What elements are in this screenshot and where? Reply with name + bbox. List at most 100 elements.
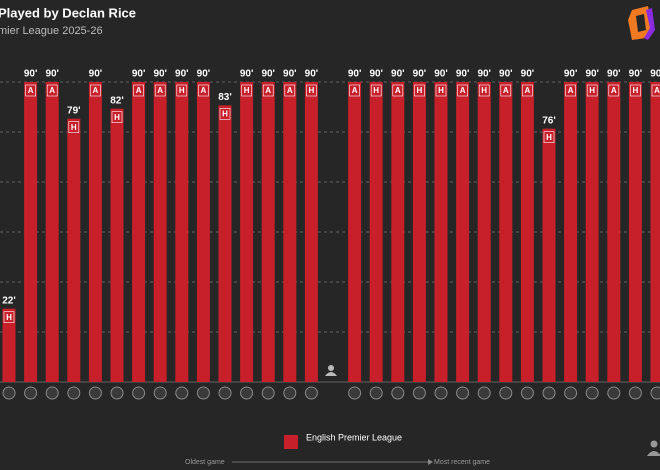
value-label: 90'	[45, 69, 59, 80]
chart-subtitle: mier League 2025-26	[0, 25, 103, 37]
venue-label: H	[417, 86, 423, 95]
venue-box	[3, 311, 15, 323]
venue-box	[435, 84, 447, 97]
venue-box	[219, 108, 231, 120]
venue-label: A	[265, 86, 271, 95]
bar	[218, 105, 232, 382]
bar	[283, 82, 297, 382]
venue-box	[630, 84, 641, 97]
venue-label: A	[201, 86, 207, 95]
venue-box	[306, 84, 317, 97]
venue-label: H	[589, 86, 595, 95]
venue-box	[241, 84, 252, 97]
value-label: 90'	[305, 69, 319, 80]
venue-box	[651, 84, 660, 97]
value-label: 90'	[369, 69, 383, 80]
value-label: 90'	[283, 69, 297, 80]
venue-box	[68, 121, 80, 133]
bar	[412, 82, 426, 382]
chart-title: Played by Declan Rice	[0, 5, 136, 20]
value-label: 79'	[67, 105, 81, 116]
bar	[650, 82, 660, 382]
venue-label: A	[395, 86, 401, 95]
venue-label: A	[28, 86, 34, 95]
bar	[348, 82, 362, 382]
value-label: 83'	[218, 92, 232, 103]
opponent-crest	[564, 386, 578, 400]
value-label: 82'	[110, 95, 124, 106]
venue-label: A	[568, 86, 574, 95]
venue-box	[543, 131, 555, 143]
venue-label: A	[49, 86, 55, 95]
value-label: 90'	[175, 69, 189, 80]
venue-label: H	[71, 123, 77, 132]
opponent-crest	[261, 386, 275, 400]
bar	[175, 82, 189, 382]
venue-box	[90, 84, 101, 97]
opponent-crest	[240, 386, 254, 400]
value-label: 90'	[197, 69, 211, 80]
bar	[304, 82, 318, 382]
venue-box	[370, 84, 382, 97]
opponent-crest	[88, 386, 102, 400]
opponent-crest	[391, 386, 405, 400]
opponent-crest	[520, 386, 534, 400]
opponent-crest	[348, 386, 362, 400]
opponent-crest	[542, 386, 556, 400]
venue-label: H	[633, 86, 639, 95]
bar	[477, 82, 491, 382]
bar	[391, 82, 405, 382]
venue-box	[414, 84, 425, 97]
opponent-crest	[477, 386, 491, 400]
bar	[88, 82, 102, 382]
value-label: 90'	[521, 69, 535, 80]
opponent-crest	[110, 386, 124, 400]
venue-box	[500, 84, 512, 97]
bar	[240, 82, 254, 382]
venue-label: H	[546, 133, 552, 142]
venue-label: H	[438, 86, 444, 95]
value-label: 90'	[434, 69, 448, 80]
bar	[628, 82, 642, 382]
opponent-crest	[67, 386, 81, 400]
bar	[24, 82, 38, 382]
bar	[585, 82, 599, 382]
value-label: 76'	[542, 115, 556, 126]
direction-end: Most recent game	[434, 459, 490, 466]
logo	[628, 6, 655, 40]
bar	[196, 82, 210, 382]
value-label: 90'	[650, 69, 660, 80]
opponent-crest	[434, 386, 448, 400]
value-label: 90'	[261, 69, 275, 80]
bar	[542, 128, 556, 382]
venue-label: A	[503, 86, 509, 95]
venue-box	[586, 84, 598, 97]
venue-label: H	[481, 86, 487, 95]
venue-box	[176, 84, 188, 97]
opponent-crest	[585, 386, 599, 400]
opponent-crest	[456, 386, 470, 400]
opponent-crest	[628, 386, 642, 400]
venue-label: A	[93, 86, 99, 95]
bar	[67, 118, 81, 383]
opponent-crest	[175, 386, 189, 400]
opponent-crest	[283, 386, 297, 400]
bar	[564, 82, 578, 382]
opponent-crest	[412, 386, 426, 400]
venue-box	[46, 84, 58, 97]
venue-label: H	[114, 113, 120, 122]
venue-label: H	[244, 86, 250, 95]
venue-label: A	[460, 86, 466, 95]
venue-label: H	[309, 86, 315, 95]
bar	[45, 82, 59, 382]
venue-label: A	[157, 86, 163, 95]
venue-label: A	[136, 86, 142, 95]
bar	[2, 308, 16, 382]
value-label: 90'	[585, 69, 599, 80]
direction-start: Oldest game	[185, 459, 225, 466]
opponent-crest	[607, 386, 621, 400]
legend-label: English Premier League	[306, 432, 402, 442]
venue-label: H	[6, 313, 12, 322]
value-label: 90'	[629, 69, 643, 80]
